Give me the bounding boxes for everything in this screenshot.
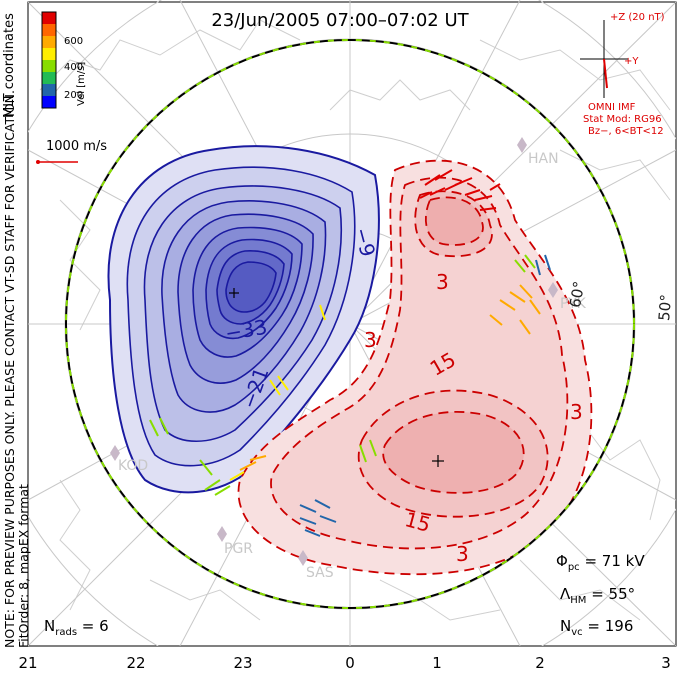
- station-label: HAN: [528, 151, 559, 167]
- bz-condition: Bz−, 6<BT<12: [588, 126, 664, 137]
- negative-cell: [107, 145, 380, 494]
- colorbar-tick: 200: [64, 90, 84, 101]
- mlt-tick: 1: [432, 654, 442, 672]
- imf-dial: [580, 20, 628, 98]
- mlt-tick: 0: [345, 654, 355, 672]
- mlt-tick: 22: [126, 654, 146, 672]
- nvc-stat: Nvc = 196: [560, 617, 634, 638]
- hm-boundary-vectors: [65, 39, 635, 609]
- fit-order-note: FitOrder: 8, mapEX format: [16, 484, 31, 648]
- imf-y-label: +Y: [624, 56, 639, 67]
- stat-model: Stat Mod: RG96: [583, 114, 662, 125]
- radar-stations: [110, 137, 558, 566]
- station-label: PGR: [224, 541, 254, 557]
- station-label: KOD: [118, 458, 149, 474]
- contour-label: 3: [436, 270, 449, 294]
- nrads-stat: Nrads = 6: [44, 617, 109, 638]
- lambda-hm-stat: ΛHM = 55°: [560, 585, 636, 606]
- colorbar: [41, 11, 57, 109]
- colorbar-tick: 400: [64, 62, 84, 73]
- positive-cell: [237, 159, 593, 576]
- contour-label: 3: [570, 400, 583, 424]
- station-label: PYK: [560, 296, 586, 312]
- imf-source: OMNI IMF: [588, 102, 636, 113]
- colorbar-tick: 600: [64, 36, 84, 47]
- mlt-tick: 21: [18, 654, 38, 672]
- contour-label: 3: [364, 328, 377, 352]
- station-label: SAS: [306, 565, 334, 581]
- colorbar-label: Vel [m/s]: [76, 61, 87, 106]
- preview-note: NOTE: FOR PREVIEW PURPOSES ONLY. PLEASE …: [2, 90, 17, 648]
- imf-z-label: +Z (20 nT): [610, 12, 665, 23]
- velocity-vectors: [149, 169, 551, 537]
- latitude-label: 50°: [655, 293, 676, 322]
- phi-pc-stat: Φpc = 71 kV: [556, 552, 645, 573]
- mlt-tick: 23: [233, 654, 253, 672]
- scale-vector-label: 1000 m/s: [46, 139, 108, 154]
- mlt-tick: 3: [661, 654, 671, 672]
- map-title: 23/Jun/2005 07:00–07:02 UT: [211, 10, 469, 31]
- contour-label: 3: [456, 542, 469, 566]
- mlt-tick: 2: [535, 654, 545, 672]
